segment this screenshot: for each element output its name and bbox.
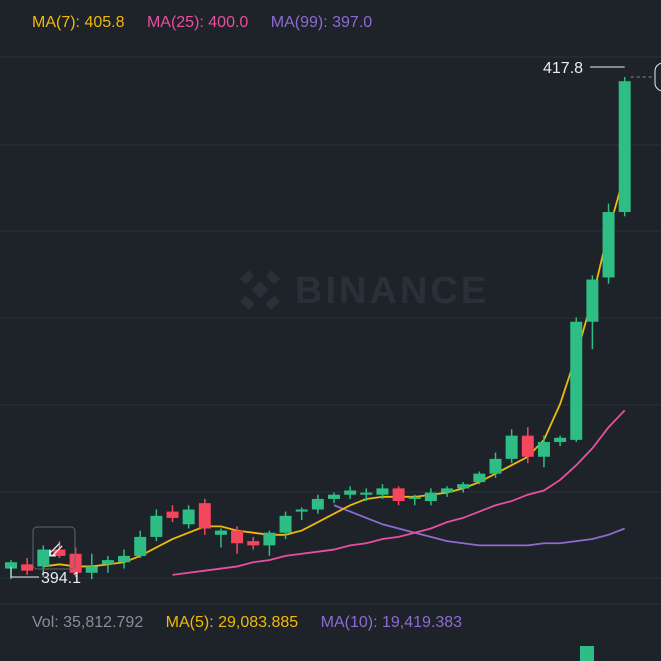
candle[interactable] [166,505,179,523]
candle-body [602,212,615,278]
candle[interactable] [521,427,534,464]
candle-body [182,509,195,525]
candle-body [392,488,405,502]
candle-body [311,498,324,510]
candle[interactable] [441,486,454,497]
candle[interactable] [618,77,631,217]
candle[interactable] [101,555,114,573]
volume-legend: Vol: 35,812.792 MA(5): 29,083.885 MA(10)… [32,614,480,632]
candle-body [263,532,276,546]
volume-legend-value: Vol: 35,812.792 [32,614,144,631]
candle[interactable] [134,530,147,559]
watermark-text: BINANCE [295,270,489,312]
candle-body [505,435,518,459]
candle-body [118,555,131,563]
ma99-line [333,504,626,547]
low-marker-line [10,567,39,578]
ma25-legend: MA(25): 400.0 [146,14,249,31]
candle[interactable] [311,494,324,514]
candle-body [521,435,534,457]
candle-body [5,562,17,569]
candle[interactable] [21,558,34,575]
candle[interactable] [392,486,405,506]
candle-body [489,458,502,474]
arrow-down-left-icon: ⇙ [46,537,64,562]
ma7-line [43,173,626,568]
price-tag [654,62,661,92]
candle-body [457,484,470,489]
candle-body [344,490,357,495]
candle[interactable] [344,486,357,499]
vol-ma10-legend: MA(10): 19,419.383 [320,614,463,631]
candle[interactable] [489,452,502,478]
candle-body [21,564,34,571]
candle-body [554,437,567,442]
candle-body [328,494,340,499]
candle[interactable] [537,435,550,468]
candle-body [53,549,66,556]
candle[interactable] [198,498,211,535]
candle[interactable] [376,484,389,499]
candle-body [279,515,292,533]
candle[interactable] [37,545,50,577]
ma25-line [172,409,626,576]
candle-body [166,511,179,518]
grid-lines [0,56,661,579]
candle[interactable] [231,526,244,554]
candle-body [408,496,421,499]
candle-body [441,488,454,493]
candle[interactable] [182,505,195,529]
candle-body [586,279,599,322]
candle[interactable] [408,494,421,506]
binance-watermark: BINANCE [240,270,489,312]
back-button[interactable]: ⇙ [32,526,76,570]
candle[interactable] [263,530,276,556]
candle[interactable] [586,275,599,350]
candle[interactable] [328,492,340,504]
ma99-legend: MA(99): 397.0 [270,14,373,31]
candle-body [198,503,211,529]
candle-body [231,530,244,544]
candle-body [37,549,50,567]
candle[interactable] [424,488,437,506]
price-legend: MA(7): 405.8 MA(25): 400.0 MA(99): 397.0 [32,14,390,32]
low-price-label: 394.1 [41,570,81,587]
candle[interactable] [69,547,82,577]
candle[interactable] [505,429,518,464]
candle-body [473,473,486,483]
candle-body [247,541,260,546]
candle-body [376,488,389,495]
candle[interactable] [279,511,292,540]
candle-body [295,509,308,512]
candle-body [214,530,227,535]
volume-bar-partial [580,646,594,661]
candle[interactable] [602,203,615,284]
candle-body [570,321,583,440]
candle[interactable] [457,482,470,493]
candle-body [618,81,631,213]
high-price-label: 417.8 [543,60,583,77]
candle[interactable] [85,553,98,580]
candle[interactable] [247,536,260,550]
candle-body [537,441,550,457]
candle[interactable] [214,528,227,548]
candle[interactable] [360,488,373,502]
vol-ma5-legend: MA(5): 29,083.885 [165,614,299,631]
candle-body [360,492,373,495]
candle[interactable] [554,435,567,447]
candle-body [85,566,98,573]
candle[interactable] [150,509,163,542]
candle-body [69,553,82,573]
candle[interactable] [295,507,308,521]
candle[interactable] [53,541,66,559]
candle-body [134,536,147,556]
candle-body [150,515,163,537]
candle[interactable] [118,549,131,569]
ma7-legend: MA(7): 405.8 [32,14,125,31]
candle[interactable] [473,471,486,485]
candle[interactable] [570,317,583,442]
candle-body [424,492,437,502]
candle-body [101,560,114,565]
